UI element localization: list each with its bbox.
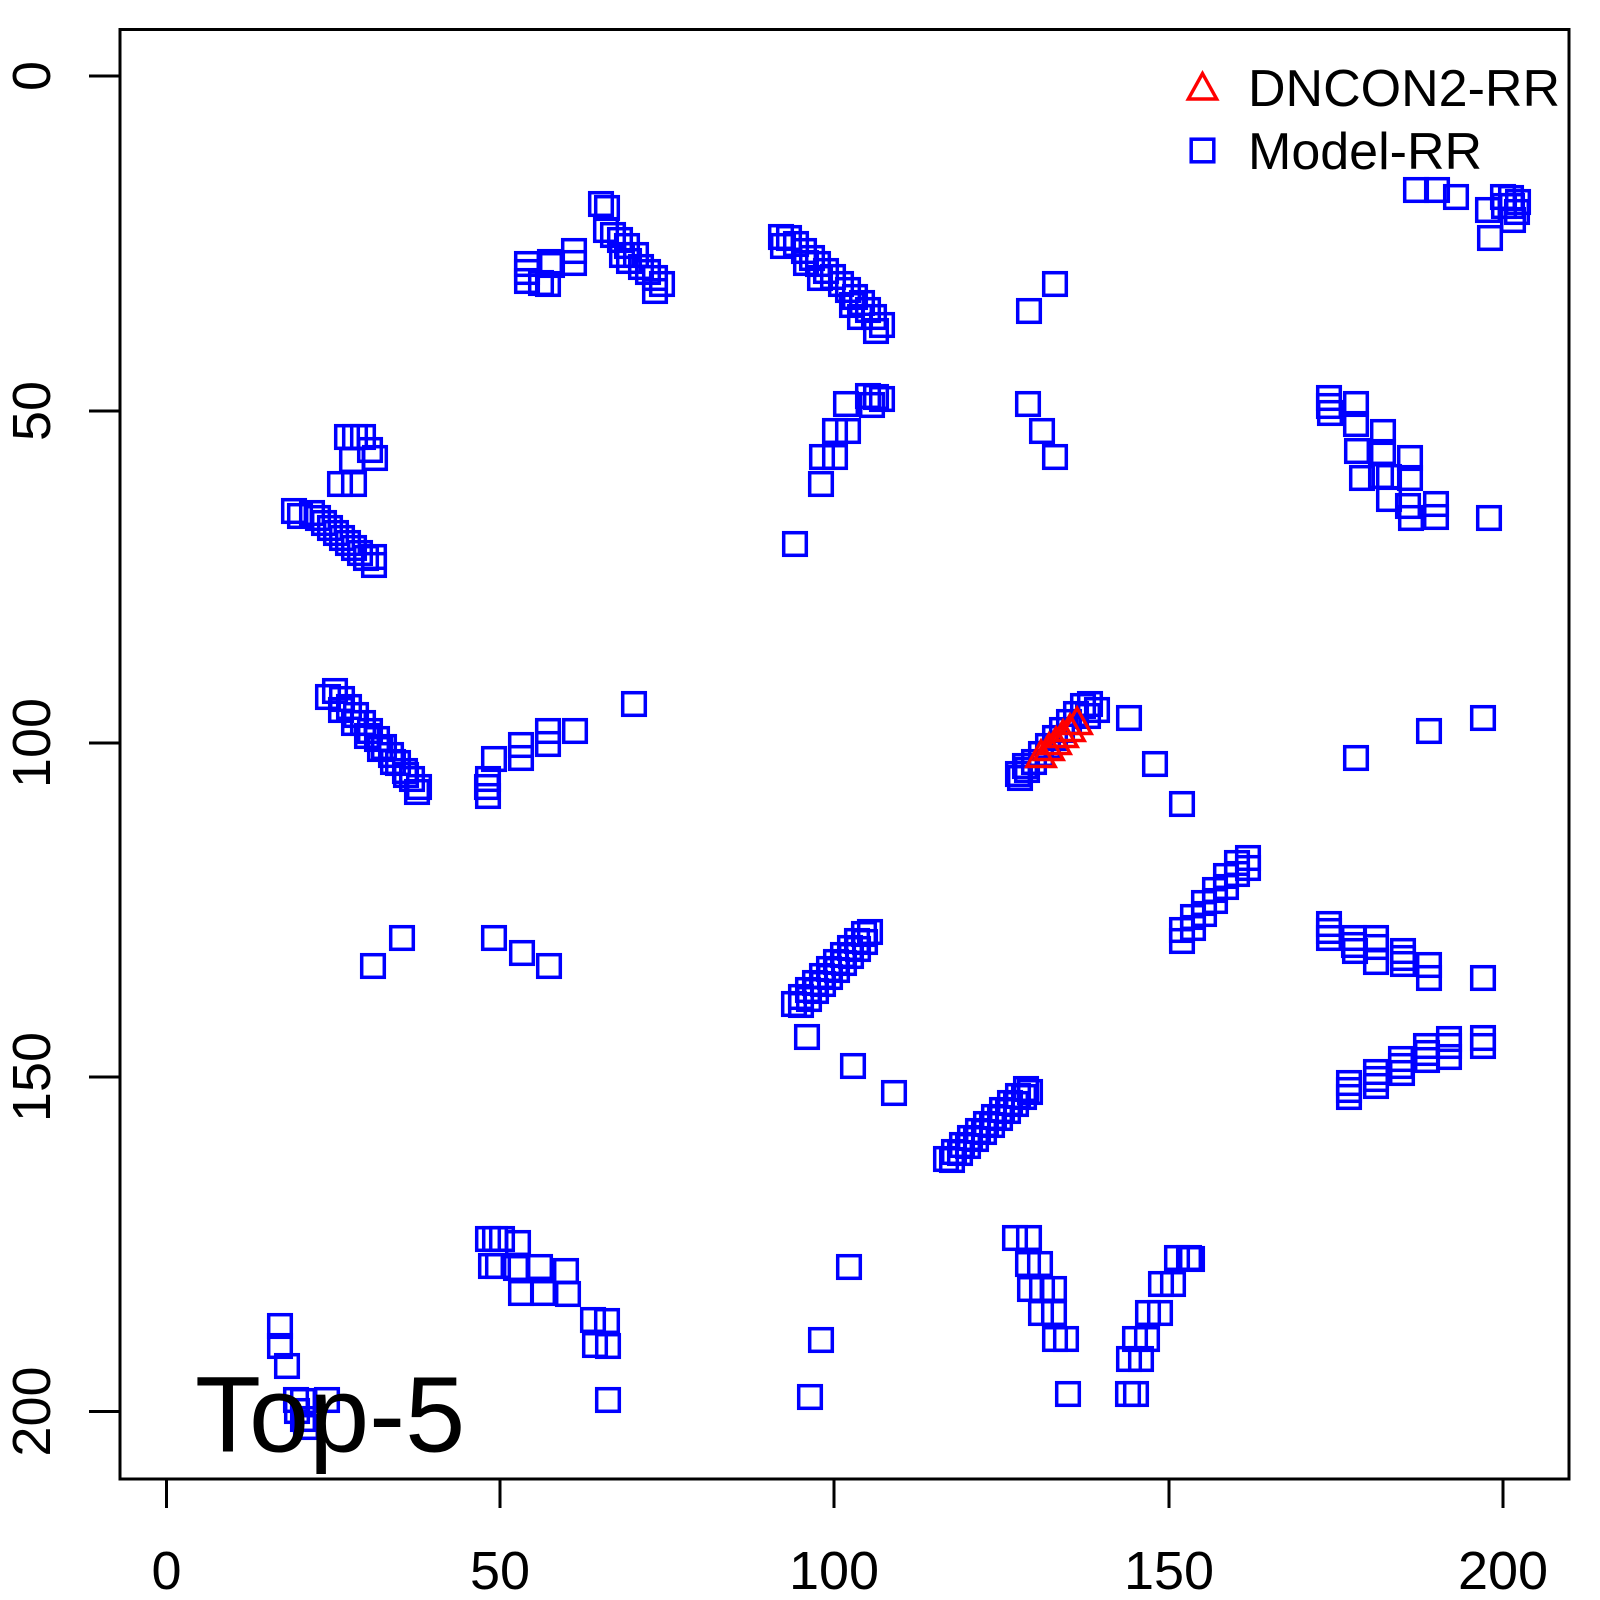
svg-text:150: 150 <box>2 1032 62 1122</box>
svg-text:0: 0 <box>2 61 62 91</box>
svg-text:200: 200 <box>1458 1541 1548 1600</box>
svg-text:50: 50 <box>470 1541 530 1600</box>
svg-text:50: 50 <box>2 381 62 441</box>
svg-text:Model-RR: Model-RR <box>1248 123 1482 181</box>
svg-text:100: 100 <box>789 1541 879 1600</box>
svg-text:200: 200 <box>2 1366 62 1456</box>
svg-text:DNCON2-RR: DNCON2-RR <box>1248 60 1560 118</box>
svg-text:0: 0 <box>151 1541 181 1600</box>
svg-text:100: 100 <box>2 698 62 788</box>
svg-text:Top-5: Top-5 <box>195 1354 465 1475</box>
svg-text:150: 150 <box>1124 1541 1214 1600</box>
